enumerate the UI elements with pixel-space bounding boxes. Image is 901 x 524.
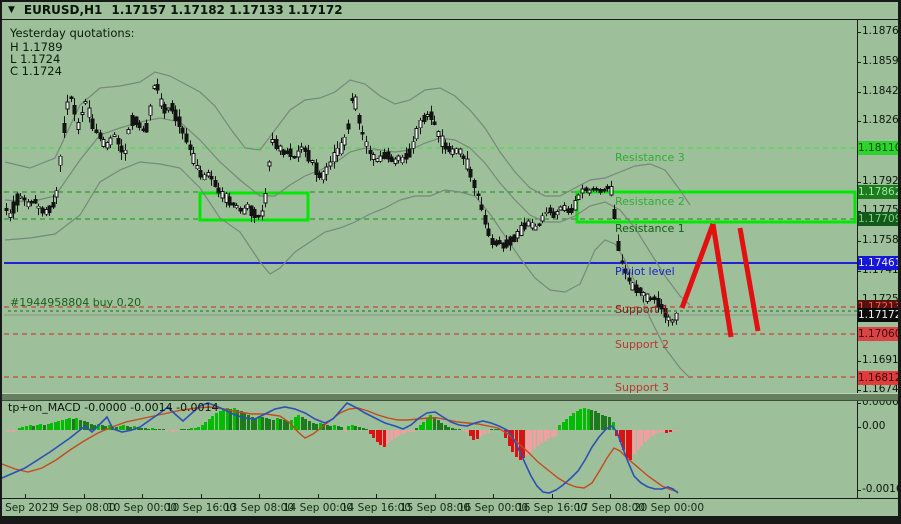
macd-scale-label: 0.00 <box>862 420 886 432</box>
yesterday-low-label: L 1.1724 <box>10 52 61 66</box>
level-label-pivot-level[interactable]: Piviot level <box>615 265 675 278</box>
frame-bottom <box>0 516 901 524</box>
pane-separator[interactable] <box>0 393 898 401</box>
yesterday-quotations-heading: Yesterday quotations: <box>10 26 135 40</box>
price-level-box: 1.18110 <box>858 141 901 155</box>
time-axis-label: 8 Sep 2021 <box>0 502 55 514</box>
chart-expander-icon[interactable]: ▼ <box>8 5 15 15</box>
level-label-support-1[interactable]: Support 1 <box>615 303 669 316</box>
open-order-label[interactable]: #1944958804 buy 0.20 <box>10 296 142 309</box>
price-level-box: 1.17060 <box>858 327 901 341</box>
time-axis-label: 16 Sep 16:00 <box>516 502 588 514</box>
price-level-box: 1.17172 <box>858 308 901 322</box>
level-label-resistance-1[interactable]: Resistance 1 <box>615 222 685 235</box>
time-axis-label: 10 Sep 00:00 <box>106 502 178 514</box>
price-axis-label: 1.18765 <box>862 25 901 37</box>
frame-top <box>0 0 901 2</box>
chart-title-bar: ▼ EURUSD,H1 1.17157 1.17182 1.17133 1.17… <box>8 3 343 17</box>
yesterday-close-label: C 1.1724 <box>10 64 62 78</box>
time-axis-label: 9 Sep 08:00 <box>52 502 116 514</box>
macd-indicator-label: tp+on_MACD -0.0000 -0.0014 -0.0014 <box>8 401 219 414</box>
time-axis-label: 10 Sep 16:00 <box>165 502 237 514</box>
time-axis-label: 16 Sep 00:00 <box>457 502 529 514</box>
price-level-box: 1.16812 <box>858 371 901 385</box>
time-axis-label: 14 Sep 16:00 <box>340 502 412 514</box>
time-axis-label: 13 Sep 08:00 <box>223 502 295 514</box>
price-axis-label: 1.18595 <box>862 55 901 67</box>
yesterday-high-label: H 1.1789 <box>10 40 63 54</box>
price-level-box: 1.17461 <box>858 256 901 270</box>
level-label-support-3[interactable]: Support 3 <box>615 381 669 394</box>
price-axis-label: 1.16745 <box>862 383 901 395</box>
price-axis-label: 1.18260 <box>862 114 901 126</box>
price-axis-label: 1.17920 <box>862 175 901 187</box>
frame-right <box>898 0 901 524</box>
level-label-resistance-3[interactable]: Resistance 3 <box>615 151 685 164</box>
level-label-resistance-2[interactable]: Resistance 2 <box>615 195 685 208</box>
price-level-box: 1.17862 <box>858 185 901 199</box>
time-axis-label: 15 Sep 08:00 <box>399 502 471 514</box>
price-axis-label: 1.16910 <box>862 354 901 366</box>
macd-scale-label: -0.0016 <box>862 483 901 495</box>
time-axis-label: 17 Sep 08:00 <box>574 502 646 514</box>
frame-left <box>0 0 2 524</box>
price-axis-label: 1.18425 <box>862 85 901 97</box>
ohlc-quote-label: 1.17157 1.17182 1.17133 1.17172 <box>111 3 343 17</box>
price-axis-label: 1.17585 <box>862 234 901 246</box>
level-label-support-2[interactable]: Support 2 <box>615 338 669 351</box>
time-axis-label: 20 Sep 00:00 <box>633 502 705 514</box>
price-level-box: 1.17709 <box>858 212 901 226</box>
symbol-period-label: EURUSD,H1 <box>23 3 103 17</box>
time-axis-label: 14 Sep 00:00 <box>282 502 354 514</box>
